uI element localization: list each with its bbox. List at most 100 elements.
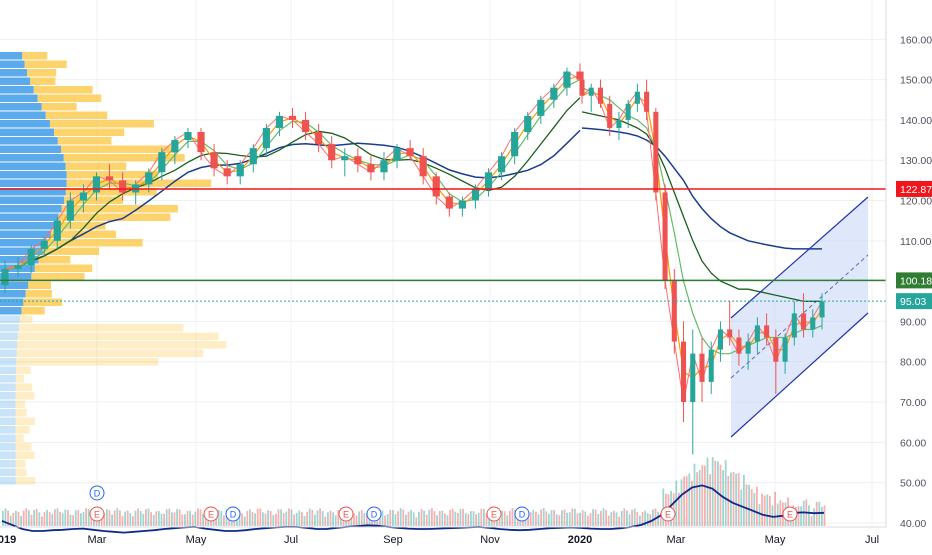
volume-bar xyxy=(418,511,420,526)
regression-channel[interactable] xyxy=(730,196,869,438)
volume-bar xyxy=(386,514,389,526)
volume-bar xyxy=(158,510,160,526)
volume-bar xyxy=(77,509,80,526)
volume-bar xyxy=(631,509,633,526)
candle-body xyxy=(819,301,825,318)
candle-body xyxy=(1,269,9,286)
volume-bar xyxy=(87,508,90,526)
volume-bar xyxy=(155,511,158,526)
volume-profile-bar xyxy=(0,179,67,187)
volume-bar xyxy=(732,471,735,526)
volume-profile-bar xyxy=(15,477,36,485)
volume-bar xyxy=(688,473,691,526)
volume-bar xyxy=(163,513,165,526)
volume-bar xyxy=(238,509,241,526)
volume-bar xyxy=(311,509,314,526)
candle-body xyxy=(40,240,48,249)
volume-bar xyxy=(264,513,267,526)
volume-profile-bar xyxy=(15,468,27,476)
volume-profile-bar xyxy=(0,103,42,111)
volume-bar xyxy=(420,509,423,526)
volume-bar xyxy=(4,508,7,526)
volume-profile-bar xyxy=(33,86,93,94)
volume-profile-bar xyxy=(27,69,57,77)
volume-profile-bar xyxy=(31,273,85,281)
price-level-badge-text: 122.87 xyxy=(900,184,932,196)
volume-bar xyxy=(475,514,477,526)
volume-bar xyxy=(314,514,316,526)
volume-bar xyxy=(743,474,745,526)
volume-profile-bar xyxy=(0,52,23,60)
volume-profile-bar xyxy=(15,392,35,400)
volume-bar xyxy=(126,510,129,526)
volume-bar xyxy=(506,515,509,526)
time-tick-label: 2019 xyxy=(0,534,16,546)
volume-profile-bar xyxy=(0,349,17,357)
volume-bar xyxy=(451,508,454,526)
volume-bar xyxy=(711,457,714,526)
volume-bar xyxy=(633,508,636,526)
volume-bar xyxy=(581,510,584,526)
price-axis[interactable]: 160.00 150.00 140.00 130.00 120.00 110.00 100.… xyxy=(885,0,932,530)
candle-body xyxy=(782,337,788,362)
volume-bar xyxy=(480,508,483,526)
volume-bar xyxy=(441,510,444,526)
volume-bar xyxy=(652,509,654,526)
volume-bar xyxy=(753,492,756,526)
volume-bar xyxy=(563,509,566,526)
time-tick-label: 2020 xyxy=(568,534,592,546)
volume-bar xyxy=(254,513,256,526)
volume-profile-bar xyxy=(17,341,227,349)
price-tick-label: 40.00 xyxy=(900,518,926,530)
volume-bar xyxy=(285,511,288,526)
candle-body xyxy=(736,337,742,354)
volume-profile-bar xyxy=(54,128,125,136)
volume-profile-bar xyxy=(61,145,179,153)
volume-bar xyxy=(600,510,602,526)
volume-bar xyxy=(225,510,228,526)
volume-profile-bar xyxy=(28,281,52,289)
volume-bar xyxy=(626,510,628,526)
candle-body xyxy=(511,132,519,157)
volume-bar xyxy=(397,511,399,526)
volume-bar xyxy=(251,511,254,526)
volume-profile-bar xyxy=(21,307,45,315)
volume-bar xyxy=(327,512,329,526)
volume-bar xyxy=(100,516,103,526)
volume-bar xyxy=(477,512,480,526)
volume-bar xyxy=(178,509,181,526)
horizontal-levels[interactable] xyxy=(0,188,886,302)
volume-bar xyxy=(282,513,285,526)
volume-bar xyxy=(769,495,771,526)
candle-body xyxy=(119,180,127,193)
volume-bar xyxy=(150,512,152,526)
candle-body xyxy=(92,176,101,193)
candle-body xyxy=(671,281,677,342)
event-marker xyxy=(514,506,530,522)
event-marker xyxy=(89,485,105,501)
volume-bar xyxy=(139,510,142,526)
volume-profile-bar xyxy=(0,188,66,196)
volume-profile-bar xyxy=(54,222,106,230)
volume-bar xyxy=(423,510,425,526)
volume-bar xyxy=(74,510,77,526)
volume-bar xyxy=(358,511,360,526)
candle-body xyxy=(249,148,257,165)
event-marker-label: E xyxy=(491,510,497,520)
volume-bar xyxy=(685,476,688,526)
volume-profile-bar xyxy=(0,392,16,400)
volume-bar xyxy=(223,515,225,526)
candle-body xyxy=(145,172,153,185)
volume-bar xyxy=(48,512,51,526)
volume-profile-bar xyxy=(15,409,27,417)
volume-bar xyxy=(56,508,59,526)
volume-bar xyxy=(659,512,662,526)
event-marker-label: D xyxy=(371,510,378,520)
event-markers[interactable]: D E E D E D E D E E xyxy=(89,485,798,522)
volume-bar xyxy=(35,508,38,526)
time-axis[interactable]: 2019 Mar May Jul Sep Nov 2020 Mar May Jul xyxy=(0,526,886,546)
volume-bar xyxy=(51,514,54,526)
volume-bar xyxy=(121,515,124,526)
